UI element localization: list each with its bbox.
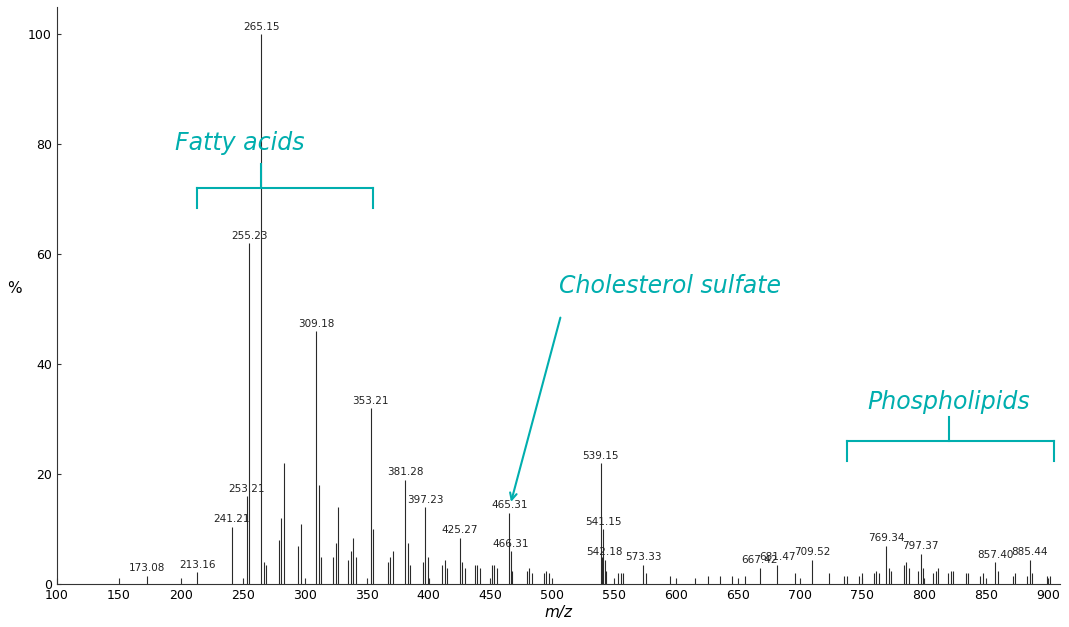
Text: Cholesterol sulfate: Cholesterol sulfate <box>559 275 780 298</box>
Text: 425.27: 425.27 <box>441 525 478 535</box>
Text: 857.40: 857.40 <box>977 550 1013 560</box>
Text: 241.21: 241.21 <box>214 514 250 524</box>
Text: 255.23: 255.23 <box>231 231 267 241</box>
Text: 667.42: 667.42 <box>742 555 778 565</box>
Text: 681.47: 681.47 <box>759 552 795 562</box>
Text: 173.08: 173.08 <box>129 564 166 574</box>
Text: 265.15: 265.15 <box>244 22 280 32</box>
Text: 573.33: 573.33 <box>625 552 662 562</box>
Y-axis label: %: % <box>6 281 21 296</box>
Text: 397.23: 397.23 <box>407 495 444 505</box>
Text: 539.15: 539.15 <box>583 451 619 461</box>
Text: Phospholipids: Phospholipids <box>868 390 1031 414</box>
X-axis label: m/z: m/z <box>544 605 573 620</box>
Text: 213.16: 213.16 <box>179 559 215 569</box>
Text: 885.44: 885.44 <box>1011 547 1049 557</box>
Text: 353.21: 353.21 <box>353 396 389 406</box>
Text: 381.28: 381.28 <box>387 467 423 477</box>
Text: 541.15: 541.15 <box>585 517 622 527</box>
Text: 769.34: 769.34 <box>868 533 904 543</box>
Text: 542.18: 542.18 <box>587 547 623 557</box>
Text: 466.31: 466.31 <box>493 539 529 549</box>
Text: 465.31: 465.31 <box>491 500 528 510</box>
Text: 309.18: 309.18 <box>298 319 335 329</box>
Text: 253.21: 253.21 <box>229 483 265 493</box>
Text: 797.37: 797.37 <box>902 542 939 551</box>
Text: Fatty acids: Fatty acids <box>175 132 305 155</box>
Text: 709.52: 709.52 <box>794 547 831 557</box>
